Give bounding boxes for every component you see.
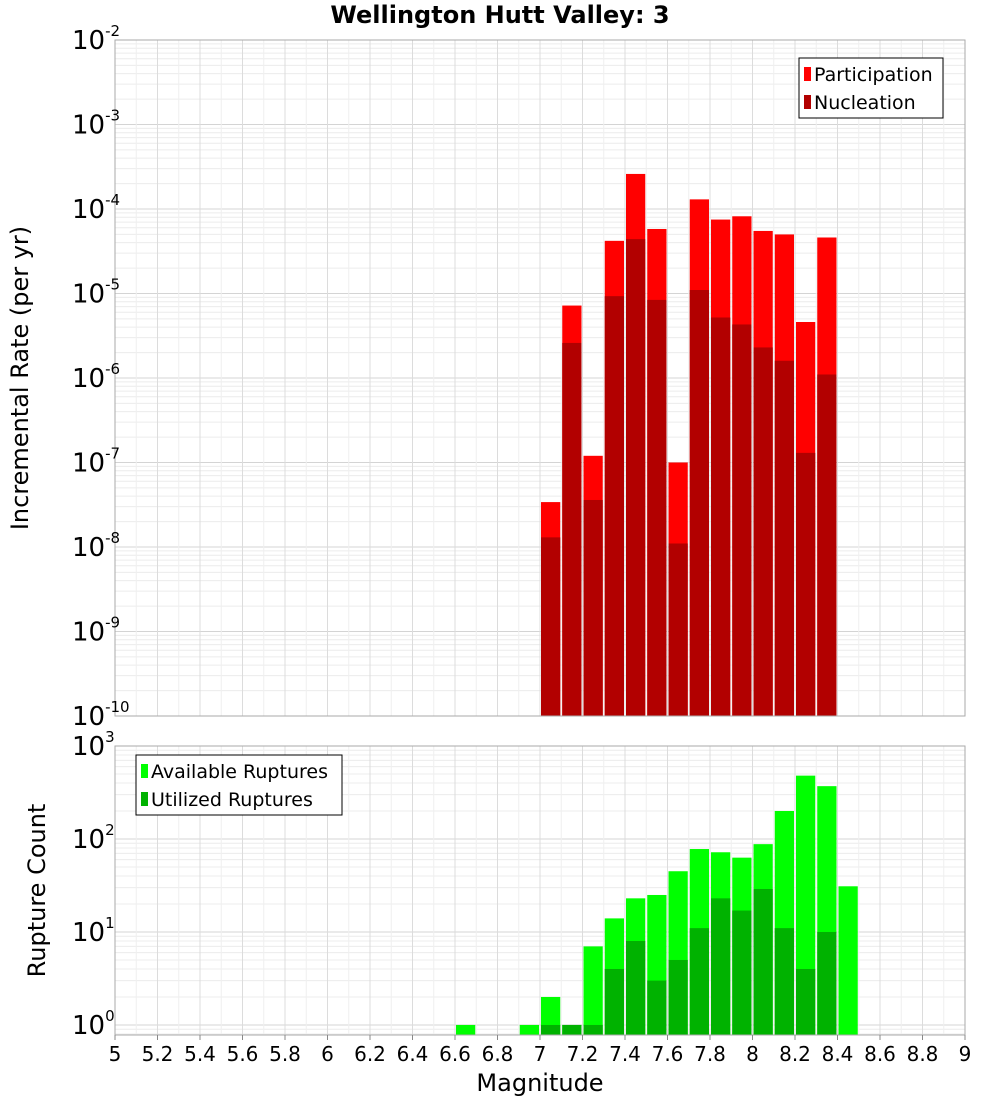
x-axis: 5 5.2 5.4 5.6 5.8 6 6.2 6.4 6.6 6.8 7 7.2 7.4 7.6 7.8 8… [109, 1035, 972, 1066]
legend: Participation Nucleation [798, 57, 944, 119]
bar-0-series-2 [732, 324, 752, 716]
bar-0-series-2 [583, 499, 603, 716]
legend-swatch [141, 764, 148, 778]
bar-1-series-1 [519, 1024, 539, 1035]
y-tick-label: 101 [72, 914, 115, 948]
bar-1-series-2 [753, 888, 773, 1035]
bar-0-series-2 [711, 317, 731, 716]
legend-box [135, 754, 343, 816]
y-tick-label: 10-4 [72, 191, 120, 225]
x-tick-label: 6.6 [439, 1042, 471, 1066]
bar-1-series-2 [583, 1024, 603, 1035]
y-tick-label: 10-8 [72, 529, 120, 563]
bar-1-series-2 [647, 980, 667, 1035]
x-tick-label: 5.6 [227, 1042, 259, 1066]
y-tick-label: 10-10 [72, 698, 130, 732]
bar-1-series-2 [668, 959, 688, 1035]
bar-1-series-1 [456, 1024, 476, 1035]
plot-frame [114, 39, 966, 717]
x-tick-label: 7 [534, 1042, 547, 1066]
bar-1-series-2 [774, 928, 794, 1035]
x-tick-label: 9 [959, 1042, 972, 1066]
x-tick-label: 8.8 [907, 1042, 939, 1066]
x-tick-label: 8 [746, 1042, 759, 1066]
legend-swatch [804, 95, 811, 109]
bar-1-series-2 [796, 968, 816, 1035]
bar-1-series-2 [711, 898, 731, 1035]
x-tick-label: 7.2 [567, 1042, 599, 1066]
bar-0-series-2 [774, 360, 794, 716]
x-tick-label: 5 [109, 1042, 122, 1066]
x-tick-label: 7.6 [652, 1042, 684, 1066]
legend: Available Ruptures Utilized Ruptures [135, 754, 343, 816]
legend-label: Participation [814, 64, 933, 86]
x-tick-label: 5.4 [184, 1042, 216, 1066]
legend-swatch [141, 792, 148, 806]
legend-box [798, 57, 944, 119]
bar-0-series-2 [753, 347, 773, 716]
x-tick-label: 8.2 [779, 1042, 811, 1066]
x-tick-label: 6.8 [482, 1042, 514, 1066]
y-axis-title: Incremental Rate (per yr) [6, 226, 34, 530]
bar-1-series-2 [604, 968, 624, 1035]
bar-0-series-2 [689, 290, 709, 716]
incremental-rate-plot: 10-10 10-9 10-8 10-7 10-6 10-5 10-4 10-3 10-2 Inc… [6, 22, 966, 732]
x-tick-label: 7.4 [609, 1042, 641, 1066]
bar-0-series-2 [796, 452, 816, 716]
x-tick-label: 6.2 [354, 1042, 386, 1066]
rupture-count-plot: 100 101 102 103 Rupture Count Available Ruptu… [23, 728, 966, 1041]
x-tick-label: 5.8 [269, 1042, 301, 1066]
bar-1-series-1 [583, 946, 603, 1035]
bar-1-series-2 [817, 931, 837, 1035]
x-tick-label: 5.2 [142, 1042, 174, 1066]
x-tick-label: 6.4 [397, 1042, 429, 1066]
legend-label: Available Ruptures [151, 761, 328, 783]
y-tick-label: 10-5 [72, 276, 120, 310]
bar-1-series-2 [626, 940, 646, 1035]
x-tick-label: 8.4 [822, 1042, 854, 1066]
x-tick-label: 8.6 [864, 1042, 896, 1066]
bar-1-series-1 [838, 886, 858, 1035]
y-tick-label: 10-2 [72, 22, 120, 56]
legend-label: Utilized Ruptures [151, 789, 313, 811]
x-tick-label: 7.8 [694, 1042, 726, 1066]
y-tick-label: 10-7 [72, 445, 120, 479]
bar-0-series-2 [647, 299, 667, 716]
bar-1-series-2 [689, 928, 709, 1035]
bar-1-series-2 [541, 1024, 561, 1035]
y-tick-label: 10-3 [72, 107, 120, 141]
y-tick-label: 10-9 [72, 614, 120, 648]
x-axis-title: Magnitude [476, 1069, 603, 1097]
bar-0-series-2 [668, 543, 688, 716]
y-tick-label: 103 [72, 728, 115, 762]
bar-0-series-2 [626, 239, 646, 717]
legend-swatch [804, 67, 811, 81]
bar-1-series-2 [732, 910, 752, 1035]
y-tick-label: 100 [72, 1007, 115, 1041]
y-tick-label: 10-6 [72, 360, 120, 394]
bar-0-series-2 [541, 537, 561, 716]
chart-title: Wellington Hutt Valley: 3 [330, 1, 669, 29]
bar-0-series-2 [562, 342, 582, 716]
y-axis-title: Rupture Count [23, 804, 51, 978]
x-tick-label: 6 [321, 1042, 334, 1066]
y-tick-label: 102 [72, 821, 115, 855]
legend-label: Nucleation [814, 92, 916, 114]
bar-0-series-2 [817, 374, 837, 716]
bar-1-series-2 [562, 1024, 582, 1035]
bar-0-series-2 [604, 296, 624, 716]
